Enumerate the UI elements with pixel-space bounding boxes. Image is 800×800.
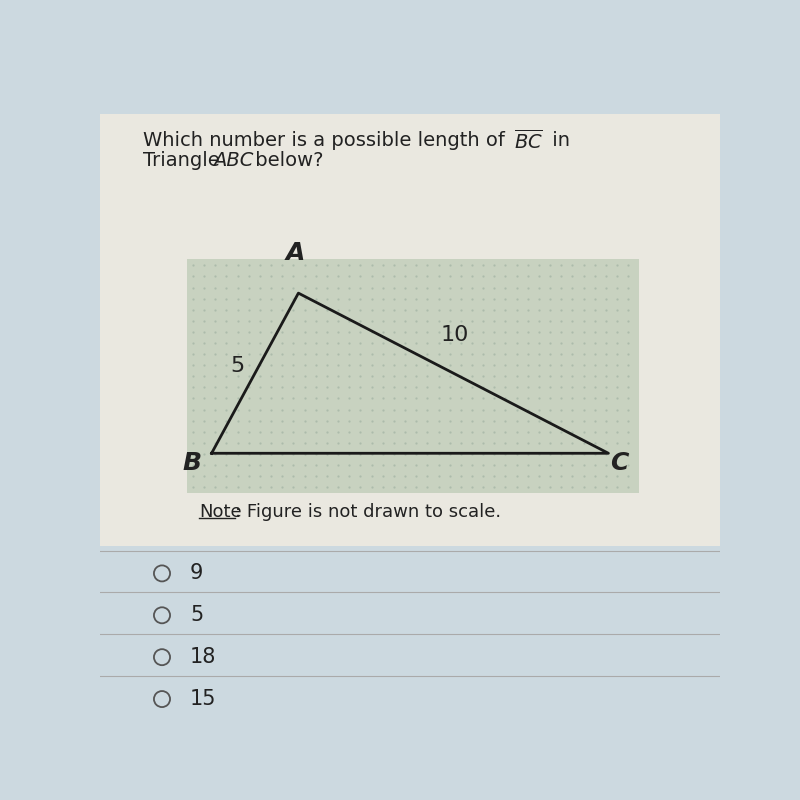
Text: Triangle: Triangle [143,151,226,170]
Bar [100,114,720,546]
Text: 15: 15 [190,689,216,709]
Text: 9: 9 [190,563,203,583]
Text: $\overline{BC}$: $\overline{BC}$ [514,129,543,152]
Text: Which number is a possible length of: Which number is a possible length of [143,131,511,150]
Text: C: C [610,450,629,474]
Text: 10: 10 [441,325,469,345]
Bar [187,259,639,494]
Text: : Figure is not drawn to scale.: : Figure is not drawn to scale. [234,503,501,521]
Text: A: A [286,242,305,266]
Text: 18: 18 [190,647,216,667]
Text: 5: 5 [190,606,203,626]
Text: below?: below? [249,151,323,170]
Text: 5: 5 [230,356,245,376]
Text: in: in [546,131,570,150]
Text: ABC: ABC [213,151,254,170]
Text: Note: Note [199,503,242,521]
Text: B: B [182,450,202,474]
